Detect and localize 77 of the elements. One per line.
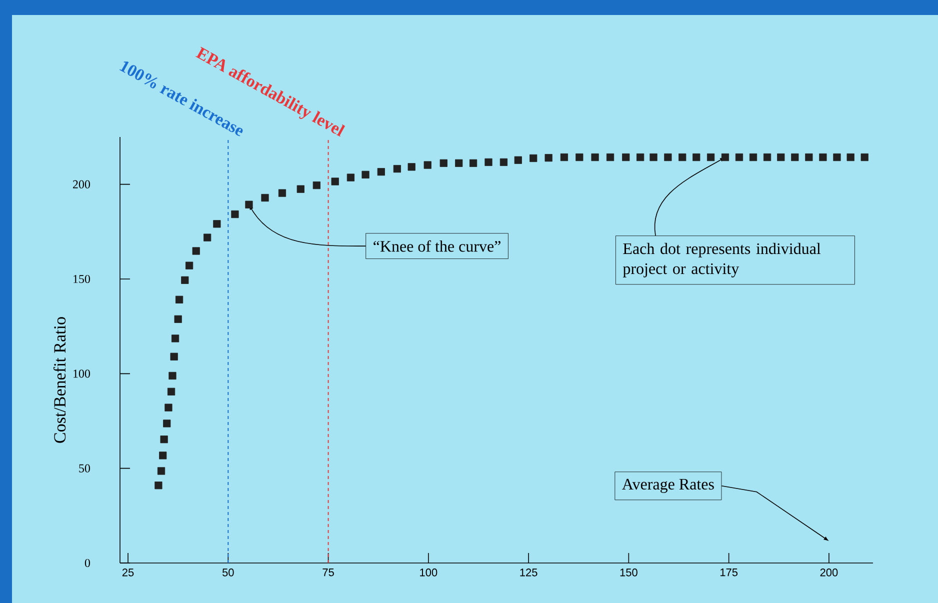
point — [591, 153, 599, 162]
point — [160, 436, 168, 444]
y-tick-label: 50 — [79, 464, 90, 472]
point — [819, 153, 827, 162]
point — [833, 153, 841, 162]
point — [678, 153, 686, 162]
point — [664, 153, 672, 162]
point — [159, 452, 167, 460]
point — [181, 276, 189, 284]
annotation: Each dot represents individual project or activity — [622, 242, 821, 278]
point — [185, 262, 194, 270]
point — [424, 161, 432, 169]
point — [735, 153, 744, 162]
point — [331, 178, 339, 186]
point — [860, 153, 868, 162]
x-tick-label: 100 — [420, 568, 438, 576]
point — [749, 153, 758, 162]
point — [164, 404, 172, 412]
point — [692, 153, 700, 162]
y-tick-label: 0 — [84, 558, 90, 568]
point — [484, 158, 492, 166]
x-tick-label: 200 — [820, 568, 838, 576]
point — [296, 185, 304, 193]
point — [846, 153, 854, 162]
point — [763, 153, 772, 162]
point — [231, 210, 239, 218]
point — [154, 482, 162, 490]
point — [393, 165, 401, 173]
point — [346, 174, 355, 182]
point — [650, 153, 658, 162]
point — [606, 153, 614, 162]
x-tick-label: 25 — [122, 568, 134, 576]
x-tick-label: 150 — [620, 568, 638, 576]
point — [530, 154, 538, 162]
point — [170, 352, 178, 360]
point — [622, 153, 630, 162]
point — [576, 153, 584, 162]
point — [636, 153, 644, 162]
point — [440, 159, 448, 167]
point — [192, 247, 200, 255]
x-tick-label: 125 — [520, 568, 538, 576]
point — [157, 467, 166, 475]
x-tick-label: 175 — [720, 568, 738, 576]
point — [213, 220, 221, 228]
point — [167, 388, 176, 396]
point — [706, 153, 715, 162]
x-tick-label: 50 — [222, 568, 234, 576]
point — [175, 296, 184, 304]
point — [377, 168, 385, 176]
y-tick-label: 150 — [74, 274, 90, 284]
point — [174, 315, 182, 323]
y-tick-label: 200 — [73, 180, 90, 188]
point — [245, 200, 253, 208]
point — [500, 158, 508, 166]
point — [514, 156, 522, 164]
point — [791, 153, 799, 162]
annotation: “Knee of the curve” — [374, 240, 500, 252]
point — [408, 163, 416, 171]
point — [805, 153, 813, 162]
y-axis-title: Cost/Benefit Ratio — [53, 317, 66, 443]
y-tick-label: 100 — [74, 370, 90, 378]
point — [168, 372, 176, 380]
point — [469, 159, 478, 167]
point — [163, 420, 171, 428]
point — [204, 234, 212, 242]
point — [261, 194, 269, 202]
point — [171, 334, 180, 342]
point — [777, 153, 785, 162]
point — [312, 181, 320, 190]
point — [560, 153, 568, 162]
x-axis-title: Average Rates — [622, 478, 714, 493]
point — [721, 153, 730, 162]
point — [544, 154, 552, 162]
point — [278, 189, 286, 197]
point — [455, 159, 463, 167]
x-tick-label: 75 — [322, 568, 334, 576]
point — [362, 170, 370, 178]
